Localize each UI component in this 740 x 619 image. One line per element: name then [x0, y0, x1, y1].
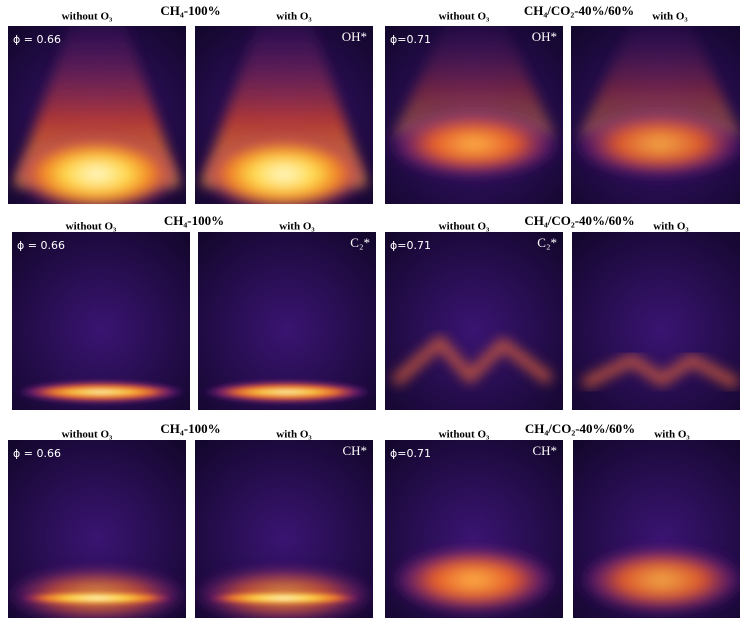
image-background — [385, 232, 563, 410]
flame-cone — [393, 26, 555, 136]
image-panel: ϕ=0.71 CH* — [385, 440, 563, 618]
panel-label: without O₃ — [66, 221, 117, 233]
flame-image — [581, 354, 740, 390]
image-panel: ϕ=0.71 OH* — [385, 26, 563, 204]
panel-label: without O₃ — [62, 429, 113, 441]
flame-image — [8, 567, 186, 618]
flame-image — [390, 546, 558, 614]
image-panel: ϕ = 0.66 — [8, 440, 186, 618]
panel-label: without O₃ — [62, 11, 113, 23]
panel-label: without O₃ — [439, 429, 490, 441]
image-panel — [572, 232, 740, 410]
phi-label: ϕ = 0.66 — [13, 33, 61, 46]
flame-core — [27, 387, 175, 397]
flame-image — [14, 26, 180, 204]
flame-image — [201, 26, 367, 204]
panel-label: without O₃ — [439, 11, 490, 23]
panel-label: with O₃ — [653, 221, 689, 233]
group-title: CH₄-100% — [164, 213, 224, 228]
group-title: CH₄/CO₂-40%/60% — [524, 213, 634, 228]
image-panel: C₂* — [198, 232, 376, 410]
flame-core — [206, 591, 362, 605]
image-panel — [573, 440, 740, 618]
phi-label: ϕ = 0.66 — [13, 447, 61, 460]
group-title: CH₄-100% — [160, 421, 220, 436]
image-panel: ϕ=0.71 C₂* — [385, 232, 563, 410]
group-title: CH₄/CO₂-40%/60% — [525, 421, 635, 436]
flame-image — [572, 26, 740, 178]
panel-label: without O₃ — [439, 221, 490, 233]
flame-core — [19, 591, 175, 605]
phi-label: ϕ=0.71 — [390, 239, 431, 252]
phi-label: ϕ=0.71 — [390, 33, 431, 46]
species-label: CH* — [342, 443, 367, 458]
flame-image — [201, 380, 373, 404]
flame-image — [386, 26, 562, 178]
species-label: OH* — [532, 29, 557, 44]
flame-core — [15, 136, 179, 204]
flame-core — [390, 546, 558, 614]
flame-core — [386, 110, 562, 178]
image-panel — [571, 26, 740, 204]
species-label: CH* — [532, 443, 557, 458]
image-panel: CH* — [195, 440, 373, 618]
flame-front — [581, 354, 740, 390]
flame-core — [578, 546, 740, 614]
species-label: C₂* — [350, 235, 370, 250]
flame-core — [213, 387, 361, 397]
flame-image — [15, 380, 187, 404]
panel-label: with O₃ — [652, 11, 688, 23]
flame-image — [195, 567, 373, 618]
flame-cone — [579, 26, 740, 136]
panel-label: with O₃ — [276, 11, 312, 23]
flame-image — [391, 336, 554, 387]
phi-label: ϕ=0.71 — [390, 447, 431, 460]
group-title: CH₄/CO₂-40%/60% — [524, 3, 634, 18]
flame-image — [578, 546, 740, 614]
group-title: CH₄-100% — [160, 3, 220, 18]
flame-front — [391, 336, 554, 387]
species-label: OH* — [342, 29, 367, 44]
species-label: C₂* — [537, 235, 557, 250]
flame-core — [202, 136, 366, 204]
panel-label: with O₃ — [276, 429, 312, 441]
image-panel: ϕ = 0.66 — [12, 232, 190, 410]
flame-core — [572, 110, 740, 178]
image-panel: ϕ = 0.66 — [8, 26, 186, 204]
image-panel: OH* — [195, 26, 373, 204]
panel-label: with O₃ — [279, 221, 315, 233]
panel-label: with O₃ — [654, 429, 690, 441]
phi-label: ϕ = 0.66 — [17, 239, 65, 252]
